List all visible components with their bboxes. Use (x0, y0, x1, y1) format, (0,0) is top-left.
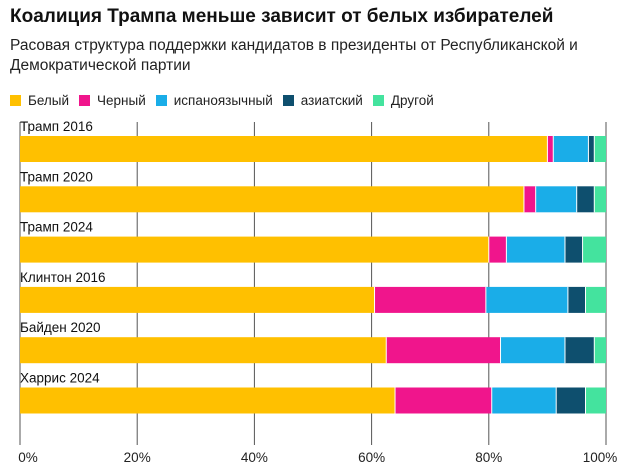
legend-label: азиатский (300, 93, 363, 108)
bar-segment (594, 337, 606, 364)
legend: Белый Черный испаноязычный азиатский Другой (10, 93, 444, 108)
x-tick-label: 20% (124, 450, 151, 463)
bar-segment (564, 236, 583, 263)
legend-item: Другой (372, 93, 434, 108)
bar-segment (588, 136, 595, 162)
legend-label: испаноязычный (173, 93, 273, 108)
legend-swatch (79, 95, 91, 106)
bar-segment (535, 186, 577, 213)
x-tick-label: 0% (18, 450, 38, 463)
stacked-bar-chart: Трамп 2016 Трамп 2020 Трамп 2024 Клинтон 20… (18, 119, 618, 463)
bar-segment (506, 236, 565, 263)
bar-segment (395, 387, 492, 414)
legend-item: Белый (10, 93, 69, 108)
bar-segment (20, 337, 387, 364)
bar-segment (585, 387, 606, 414)
bar-segment (594, 186, 606, 213)
bar-segment (20, 186, 524, 213)
legend-label: Другой (390, 93, 434, 108)
bar-segment (374, 286, 486, 313)
bar-segment (485, 286, 568, 313)
bar-segment (582, 236, 606, 263)
x-tick-label: 60% (358, 450, 385, 463)
bar-segment (594, 136, 606, 162)
legend-swatch (10, 95, 21, 106)
bar-segment (585, 286, 606, 313)
legend-item: Черный (79, 93, 146, 108)
legend-swatch (282, 95, 294, 106)
category-label: Клинтон 2016 (20, 270, 106, 285)
category-label: Байден 2020 (20, 320, 101, 335)
chart-subtitle: Расовая структура поддержки кандидатов в… (10, 37, 578, 74)
x-tick-label: 80% (475, 450, 502, 463)
bar-segment (20, 286, 375, 313)
bar-segment (488, 236, 507, 263)
bar-segment (20, 136, 548, 162)
legend-item: азиатский (282, 93, 363, 108)
legend-item: испаноязычный (155, 93, 273, 108)
bar-segment (491, 387, 557, 414)
bar-segment (500, 337, 565, 364)
bar-segment (553, 136, 589, 162)
bar-segment (576, 186, 595, 213)
chart-title: Коалиция Трампа меньше зависит от белых … (10, 6, 554, 27)
legend-label: Черный (97, 93, 146, 108)
bar-segment (20, 387, 396, 414)
bar-segment (20, 236, 489, 263)
bar-segment (567, 286, 586, 313)
category-label: Трамп 2024 (20, 220, 93, 235)
bar-segment (547, 136, 554, 162)
category-label: Трамп 2020 (20, 169, 93, 184)
x-tick-label: 40% (241, 450, 268, 463)
legend-swatch (155, 95, 167, 106)
x-tick-label: 100% (583, 450, 618, 463)
bar-segment (386, 337, 501, 364)
category-label: Трамп 2016 (20, 119, 93, 134)
bar-segment (564, 337, 595, 364)
legend-label: Белый (28, 93, 70, 108)
bar-segment (523, 186, 536, 213)
category-label: Харрис 2024 (20, 371, 100, 386)
bar-segment (556, 387, 586, 414)
legend-swatch (372, 95, 384, 106)
